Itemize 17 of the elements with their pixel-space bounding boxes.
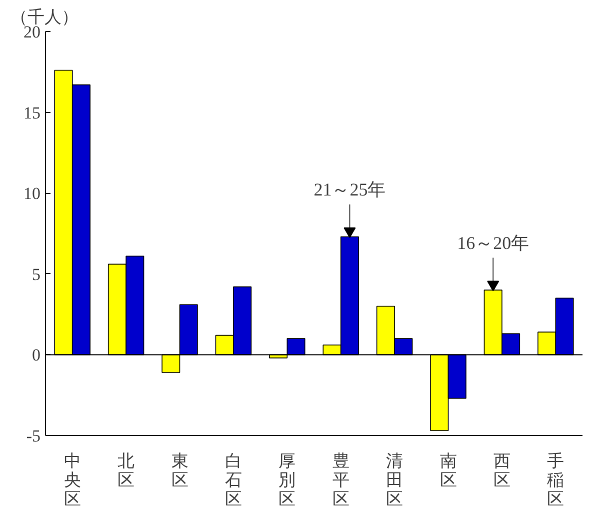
y-tick-label: 5 bbox=[32, 264, 40, 284]
x-tick-label: 厚別区 bbox=[278, 452, 296, 508]
x-tick-label: 中央区 bbox=[64, 452, 81, 508]
x-tick-label: 南区 bbox=[440, 452, 457, 490]
x-tick-label: 西区 bbox=[493, 452, 510, 490]
y-tick-label: -5 bbox=[26, 426, 41, 446]
x-tick-label: 豊平区 bbox=[332, 452, 350, 508]
x-tick-label: 北区 bbox=[118, 452, 135, 490]
annotation: 21～25年 bbox=[314, 180, 386, 200]
annotation: 16～20年 bbox=[457, 232, 530, 253]
x-tick-label: 手稲区 bbox=[547, 452, 564, 508]
x-tick-label: 東区 bbox=[171, 452, 188, 490]
y-tick-label: 10 bbox=[24, 184, 40, 204]
y-tick-label: 15 bbox=[24, 103, 40, 122]
y-tick-label: 0 bbox=[32, 346, 40, 365]
x-tick-label: 清田区 bbox=[386, 452, 404, 508]
x-tick-label: 白石区 bbox=[224, 452, 242, 508]
